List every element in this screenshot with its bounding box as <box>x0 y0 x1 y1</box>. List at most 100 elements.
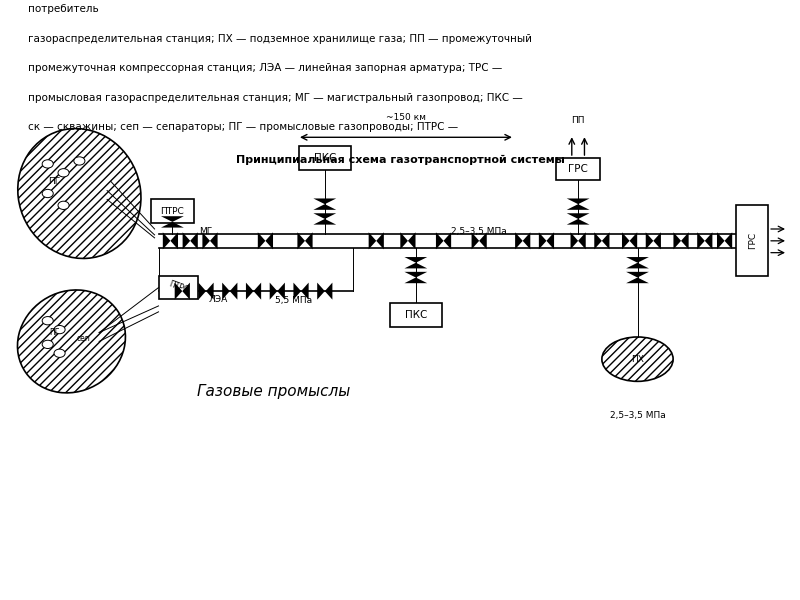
Polygon shape <box>161 222 184 227</box>
Text: 2,5–3,5 МПа: 2,5–3,5 МПа <box>451 227 507 236</box>
Polygon shape <box>254 283 261 299</box>
Polygon shape <box>405 272 427 278</box>
Circle shape <box>58 201 69 209</box>
Text: промысловая газораспределительная станция; МГ — магистральный газопровод; ПКС —: промысловая газораспределительная станци… <box>28 93 522 103</box>
Bar <box>737 205 768 277</box>
Circle shape <box>54 325 65 334</box>
Polygon shape <box>270 283 278 299</box>
Polygon shape <box>717 232 725 250</box>
Polygon shape <box>174 283 182 299</box>
Polygon shape <box>725 232 732 250</box>
Circle shape <box>54 349 65 358</box>
Text: 2,5–3,5 МПа: 2,5–3,5 МПа <box>610 411 666 420</box>
Text: ПКС: ПКС <box>314 153 336 163</box>
Bar <box>158 277 198 299</box>
Ellipse shape <box>18 290 126 393</box>
Polygon shape <box>626 278 649 283</box>
Text: ск — скважины; сеп — сепараторы; ПГ — промысловые газопроводы; ПТРС —: ск — скважины; сеп — сепараторы; ПГ — пр… <box>28 122 458 133</box>
Text: ПГ: ПГ <box>49 328 59 337</box>
Polygon shape <box>314 204 336 210</box>
Ellipse shape <box>18 128 141 259</box>
Text: газораспределительная станция; ПХ — подземное хранилище газа; ПП — промежуточный: газораспределительная станция; ПХ — подз… <box>28 34 532 44</box>
Polygon shape <box>298 232 305 250</box>
Polygon shape <box>566 204 590 210</box>
Text: ГРС: ГРС <box>568 164 588 174</box>
Polygon shape <box>626 257 649 263</box>
Text: ГРС: ГРС <box>748 232 757 250</box>
Polygon shape <box>594 232 602 250</box>
Polygon shape <box>376 232 384 250</box>
Polygon shape <box>400 232 408 250</box>
Polygon shape <box>182 283 190 299</box>
Circle shape <box>58 169 69 177</box>
Text: ПП: ПП <box>571 116 585 125</box>
Polygon shape <box>626 263 649 268</box>
Polygon shape <box>246 283 254 299</box>
Polygon shape <box>546 232 554 250</box>
Polygon shape <box>539 232 546 250</box>
Polygon shape <box>325 283 332 299</box>
Polygon shape <box>622 232 630 250</box>
Polygon shape <box>294 283 301 299</box>
Circle shape <box>42 160 54 168</box>
Polygon shape <box>266 232 273 250</box>
Polygon shape <box>443 232 451 250</box>
Polygon shape <box>602 232 610 250</box>
Polygon shape <box>405 278 427 283</box>
Text: ПТРС: ПТРС <box>161 207 184 216</box>
Polygon shape <box>301 283 309 299</box>
Text: сеп: сеп <box>76 334 90 343</box>
Bar <box>150 199 194 223</box>
Polygon shape <box>630 232 637 250</box>
Polygon shape <box>305 232 313 250</box>
Polygon shape <box>369 232 376 250</box>
Polygon shape <box>182 232 190 250</box>
Text: потребитель: потребитель <box>28 4 98 14</box>
Polygon shape <box>566 219 590 224</box>
Polygon shape <box>405 257 427 263</box>
Polygon shape <box>570 232 578 250</box>
Polygon shape <box>206 283 214 299</box>
Polygon shape <box>515 232 522 250</box>
Polygon shape <box>436 232 443 250</box>
Polygon shape <box>578 232 586 250</box>
Polygon shape <box>697 232 705 250</box>
Polygon shape <box>222 283 230 299</box>
Polygon shape <box>405 263 427 268</box>
Polygon shape <box>190 232 198 250</box>
Polygon shape <box>681 232 689 250</box>
Text: Принципиальная схема газотранспортной системы: Принципиальная схема газотранспортной си… <box>235 155 565 165</box>
Ellipse shape <box>602 337 673 382</box>
Polygon shape <box>566 199 590 204</box>
Polygon shape <box>566 213 590 219</box>
Bar <box>556 158 600 181</box>
Polygon shape <box>161 216 184 222</box>
Circle shape <box>42 190 54 197</box>
Polygon shape <box>258 232 266 250</box>
Polygon shape <box>646 232 654 250</box>
Polygon shape <box>674 232 681 250</box>
Circle shape <box>42 340 54 349</box>
Circle shape <box>74 157 85 165</box>
Polygon shape <box>202 232 210 250</box>
Polygon shape <box>278 283 285 299</box>
Text: ПКС: ПКС <box>405 310 427 320</box>
Bar <box>299 146 350 170</box>
Text: промежуточная компрессорная станция; ЛЭА — линейная запорная арматура; ТРС —: промежуточная компрессорная станция; ЛЭА… <box>28 64 502 73</box>
Polygon shape <box>314 199 336 204</box>
Polygon shape <box>522 232 530 250</box>
Polygon shape <box>230 283 238 299</box>
Text: ПТРС: ПТРС <box>167 280 190 295</box>
Text: ПХ: ПХ <box>631 355 644 364</box>
Polygon shape <box>654 232 661 250</box>
Polygon shape <box>170 232 178 250</box>
Polygon shape <box>198 283 206 299</box>
Circle shape <box>42 317 54 325</box>
Polygon shape <box>705 232 712 250</box>
Text: ЛЭА: ЛЭА <box>208 295 227 304</box>
Polygon shape <box>408 232 415 250</box>
Polygon shape <box>163 232 170 250</box>
Polygon shape <box>479 232 486 250</box>
Text: Газовые промыслы: Газовые промыслы <box>197 384 350 399</box>
Text: ПГ: ПГ <box>48 177 60 186</box>
